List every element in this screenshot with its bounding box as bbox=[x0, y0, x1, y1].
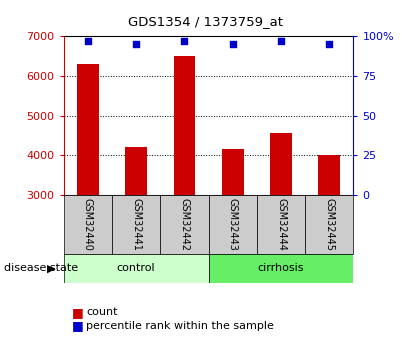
Text: count: count bbox=[86, 307, 118, 317]
Bar bbox=[209, 195, 257, 254]
Point bbox=[181, 38, 188, 44]
Text: GSM32445: GSM32445 bbox=[324, 198, 334, 251]
Bar bbox=[64, 195, 112, 254]
Bar bbox=[270, 134, 292, 195]
Bar bbox=[209, 254, 353, 283]
Text: GSM32443: GSM32443 bbox=[228, 198, 238, 251]
Text: GSM32442: GSM32442 bbox=[180, 198, 189, 251]
Point bbox=[229, 41, 236, 47]
Point bbox=[326, 41, 332, 47]
Bar bbox=[160, 195, 209, 254]
Bar bbox=[305, 195, 353, 254]
Bar bbox=[64, 254, 208, 283]
Text: cirrhosis: cirrhosis bbox=[258, 263, 304, 273]
Text: GSM32441: GSM32441 bbox=[131, 198, 141, 251]
Point bbox=[85, 38, 91, 44]
Bar bbox=[112, 195, 160, 254]
Text: GSM32440: GSM32440 bbox=[83, 198, 93, 251]
Bar bbox=[173, 56, 195, 195]
Text: percentile rank within the sample: percentile rank within the sample bbox=[86, 321, 274, 331]
Bar bbox=[222, 149, 244, 195]
Point bbox=[133, 41, 139, 47]
Text: GDS1354 / 1373759_at: GDS1354 / 1373759_at bbox=[128, 16, 283, 29]
Bar bbox=[257, 195, 305, 254]
Point bbox=[278, 38, 284, 44]
Text: control: control bbox=[117, 263, 155, 273]
Text: disease state: disease state bbox=[4, 263, 78, 273]
Text: ▶: ▶ bbox=[47, 263, 55, 273]
Bar bbox=[77, 64, 99, 195]
Text: ■: ■ bbox=[72, 306, 84, 319]
Text: GSM32444: GSM32444 bbox=[276, 198, 286, 251]
Text: ■: ■ bbox=[72, 319, 84, 333]
Bar bbox=[125, 147, 147, 195]
Bar bbox=[319, 155, 340, 195]
